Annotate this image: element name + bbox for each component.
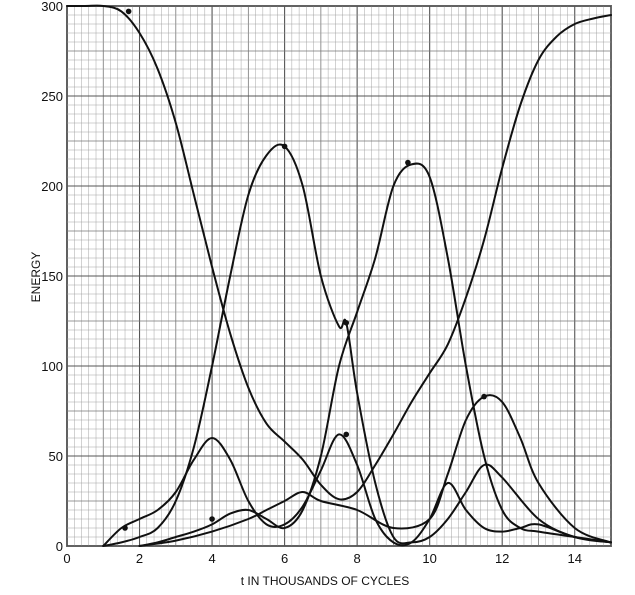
series-line-5 [138,394,612,547]
y-tick-label: 250 [41,89,63,104]
x-tick-label: 8 [354,551,361,566]
data-point-marker [125,8,132,15]
data-point-marker [343,431,350,438]
x-tick-label: 6 [281,551,288,566]
markers-group [122,8,487,531]
data-point-marker [281,143,288,150]
series-line-3 [102,433,612,547]
y-tick-label: 50 [49,449,63,464]
series-line-1 [66,4,612,501]
x-tick-label: 14 [567,551,581,566]
x-axis-title: t IN THOUSANDS OF CYCLES [241,574,409,588]
x-tick-label: 10 [422,551,436,566]
grid [66,5,612,547]
series-line-4 [138,162,612,547]
data-point-marker [343,320,350,326]
x-tick-label: 0 [63,551,70,566]
data-point-marker [122,525,128,531]
y-axis-title: ENERGY [29,252,43,303]
x-tick-label: 12 [495,551,509,566]
y-tick-label: 0 [56,539,63,554]
tick-labels: 0 2 4 6 8 10 12 14 0 50 100 150 200 250 300 [41,0,582,566]
x-tick-label: 4 [208,551,215,566]
series-group [66,4,612,547]
data-point-marker [405,159,411,166]
data-point-marker [481,393,487,400]
x-tick-label: 2 [136,551,143,566]
y-tick-label: 200 [41,179,63,194]
data-point-marker [209,516,215,522]
y-tick-label: 150 [41,269,63,284]
y-tick-label: 300 [41,0,63,14]
y-tick-label: 100 [41,359,63,374]
